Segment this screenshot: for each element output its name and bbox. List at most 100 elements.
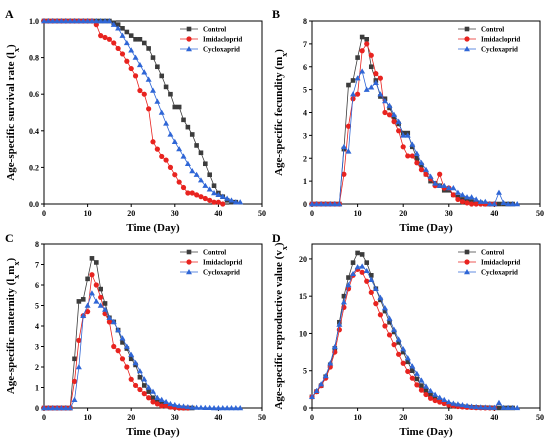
panel-a-series-imidacloprid-point xyxy=(124,58,130,64)
panel-d-series-cycloxaprid-point xyxy=(340,299,347,305)
panel-c-series-cycloxaprid-point xyxy=(132,359,139,366)
panel-b-x-tick-label: 20 xyxy=(399,209,407,218)
panel-c-series-cycloxaprid-point xyxy=(106,314,113,320)
panel-a-series-imidacloprid-point xyxy=(115,45,121,52)
panel-d-series-cycloxaprid-point xyxy=(491,404,498,410)
panel-d-legend: Control Imidacloprid Cycloxaprid xyxy=(458,249,520,277)
panel-d-series-control-point xyxy=(364,260,370,265)
panel-c-series-cycloxaprid-point xyxy=(158,396,165,402)
panel-a-legend-label: Cycloxaprid xyxy=(203,46,240,54)
panel-b-x-axis-label: Time (Day) xyxy=(399,222,453,234)
panel-d-series-cycloxaprid-point xyxy=(473,403,480,410)
panel-a-series-imidacloprid-point xyxy=(102,34,108,41)
panel-a-x-tick-label: 30 xyxy=(171,209,179,218)
panel-c-series-cycloxaprid-point xyxy=(224,405,231,411)
panel-c-series-cycloxaprid-point xyxy=(180,403,187,409)
panel-d-legend-label: Imidacloprid xyxy=(481,259,520,267)
panel-a-series-cycloxaprid-point xyxy=(75,18,82,24)
panel-a-legend-marker xyxy=(186,26,192,32)
panel-d-series-cycloxaprid-point xyxy=(441,396,448,402)
panel-c-legend-marker xyxy=(186,259,192,265)
panel-b-series-cycloxaprid-point xyxy=(477,198,484,204)
panel-c-series-cycloxaprid-point xyxy=(102,306,109,312)
panel-d-y-axis-label: Age-specific reproductive value (vx) xyxy=(273,242,289,409)
panel-b-series-control-point xyxy=(350,78,356,83)
panel-a-series-imidacloprid-point xyxy=(98,33,104,39)
panel-a-series-imidacloprid-point xyxy=(215,199,221,205)
panel-a-x-tick-label: 10 xyxy=(84,209,92,218)
panel-b-series-imidacloprid-point xyxy=(396,128,402,134)
panel-a-series-imidacloprid-point xyxy=(220,201,226,207)
panel-c-series-imidacloprid-point xyxy=(111,343,117,350)
panel-a-series-control-point xyxy=(176,104,182,110)
panel-d-x-tick-label: 0 xyxy=(310,413,314,422)
panel-d-series-cycloxaprid-point xyxy=(514,404,521,411)
panel-d-series-imidacloprid-point xyxy=(418,387,425,393)
panel-a-series-imidacloprid-point xyxy=(194,192,200,198)
panel-d-series-cycloxaprid-point xyxy=(464,402,471,408)
panel-d-series-imidacloprid-point xyxy=(405,368,411,375)
panel-d-series-cycloxaprid-point xyxy=(359,263,366,269)
panel-d-y-tick-label: 5 xyxy=(303,367,307,376)
panel-a-legend: Control Imidacloprid Cycloxaprid xyxy=(180,26,242,54)
panel-a-legend-label: Control xyxy=(203,26,226,34)
panel-c-series-cycloxaprid-point xyxy=(93,298,100,304)
panel-c-series-imidacloprid-point xyxy=(85,309,91,315)
panel-a-series-cycloxaprid-point xyxy=(184,160,191,166)
panel-c-series-cycloxaprid-point xyxy=(215,405,222,411)
panel-c-series-cycloxaprid-point xyxy=(197,404,204,410)
panel-c-series-cycloxaprid-point xyxy=(145,384,152,390)
panel-d-series-cycloxaprid-point xyxy=(482,404,489,410)
panel-b-legend-marker xyxy=(464,36,470,42)
panel-b-series-control-point xyxy=(364,37,370,42)
panel-a-series-imidacloprid-point xyxy=(202,195,208,202)
panel-a-x-tick-label: 50 xyxy=(258,209,266,218)
panel-b-series-cycloxaprid-point xyxy=(413,150,420,156)
panel-d-series-cycloxaprid-point xyxy=(404,355,411,361)
panel-b-series-cycloxaprid-point xyxy=(368,84,375,90)
panel-d-series-cycloxaprid-point xyxy=(331,343,338,350)
panel-b-series-cycloxaprid xyxy=(309,68,521,207)
panel-b-series-cycloxaprid-point xyxy=(454,189,461,195)
panel-a-series-imidacloprid-point xyxy=(93,22,99,28)
panel-b-series-cycloxaprid-point xyxy=(418,159,425,166)
panel-a-series-imidacloprid-point xyxy=(141,91,147,97)
panel-a-series-cycloxaprid-point xyxy=(237,199,244,205)
panel-a-x-tick-label: 20 xyxy=(127,209,135,218)
panel-b-series-control-point xyxy=(359,34,365,40)
panel-d-series-imidacloprid-point xyxy=(377,312,383,318)
panel-d-y-tick-label: 15 xyxy=(299,292,307,301)
panel-b-series-control-point xyxy=(396,121,401,127)
panel-a-series-imidacloprid-point xyxy=(163,157,169,163)
panel-b-series-cycloxaprid-point xyxy=(468,194,475,200)
panel-a-x-axis-label: Time (Day) xyxy=(126,222,180,234)
panel-b-series-cycloxaprid-point xyxy=(391,111,398,117)
panel-a-y-tick-label: 0.2 xyxy=(29,163,39,172)
panel-a-series-cycloxaprid-point xyxy=(93,18,100,24)
panel-c-series-control-point xyxy=(128,356,134,362)
panel-d-series-cycloxaprid-line xyxy=(311,265,518,409)
panel-d-series-control-point xyxy=(359,252,365,257)
panel-a-series-cycloxaprid-point xyxy=(84,18,91,24)
panel-a-series-control-point xyxy=(150,55,156,60)
panel-c-series-imidacloprid-point xyxy=(115,348,121,354)
panel-d-series-imidacloprid-point xyxy=(400,360,406,366)
panel-d-series-imidacloprid-point xyxy=(427,395,434,401)
panel-d-series-cycloxaprid-point xyxy=(327,360,334,366)
panel-c-legend: Control Imidacloprid Cycloxaprid xyxy=(180,249,242,277)
panel-b-series-imidacloprid-point xyxy=(391,119,397,125)
panel-c: C 0 10 20 30 40 50 0 1 2 3 4 5 6 7 8 Time (Day) Age-speci… xyxy=(5,231,266,438)
panel-b-series-imidacloprid-point xyxy=(469,201,475,207)
panel-b-x-tick-label: 0 xyxy=(310,209,314,218)
panel-d-series-imidacloprid xyxy=(309,266,497,411)
panel-b-series-imidacloprid-point xyxy=(464,200,470,206)
panel-d-series-cycloxaprid-point xyxy=(427,387,434,394)
panel-a-series-imidacloprid-point xyxy=(176,179,182,185)
panel-a-series-cycloxaprid-point xyxy=(132,54,139,60)
panel-a-series-control-point xyxy=(128,33,134,38)
panel-a-letter: A xyxy=(5,7,14,21)
panel-c-y-tick-label: 2 xyxy=(35,363,39,372)
panel-a-series-cycloxaprid-point xyxy=(136,61,143,68)
panel-d-series-control-point xyxy=(391,329,397,335)
panel-c-series-imidacloprid-point xyxy=(132,382,139,389)
